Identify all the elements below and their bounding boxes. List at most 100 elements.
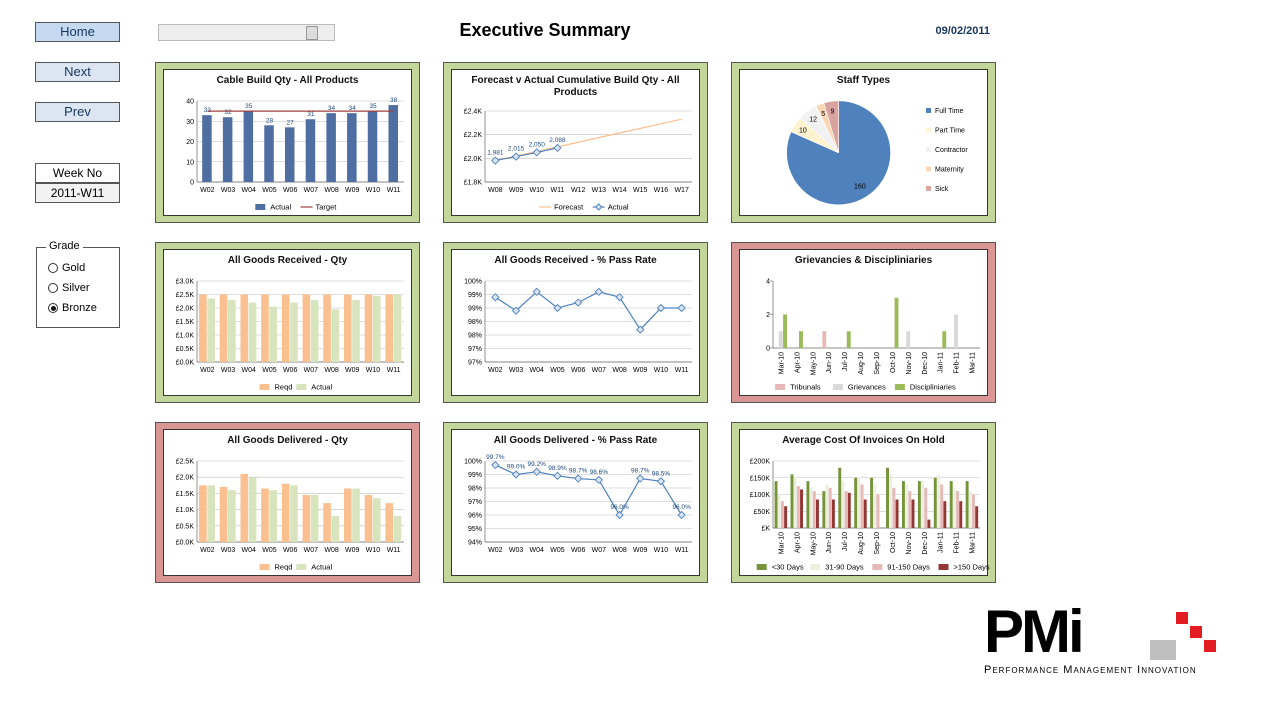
- bar: [968, 491, 972, 528]
- bar: [908, 491, 912, 528]
- legend-swatch: [926, 186, 931, 191]
- bar: [310, 299, 319, 362]
- bar: [323, 294, 331, 362]
- bar: [372, 498, 381, 542]
- marker: [553, 303, 562, 313]
- bar: [347, 113, 357, 182]
- y-tick-label: £1.0K: [176, 507, 195, 514]
- x-tick-label: W11: [387, 187, 401, 194]
- x-tick-label: Oct-10: [890, 352, 897, 373]
- x-tick-label: W02: [200, 367, 215, 374]
- x-tick-label: W10: [366, 547, 381, 554]
- data-label: 99.0%: [507, 464, 526, 471]
- y-tick-label: 97%: [468, 360, 482, 367]
- bar: [796, 486, 800, 528]
- marker: [656, 477, 666, 486]
- x-tick-label: Mar-11: [970, 352, 977, 374]
- legend-swatch: [926, 108, 931, 113]
- bar: [831, 499, 835, 528]
- x-tick-label: W17: [674, 187, 689, 194]
- data-label: 98.6%: [590, 469, 609, 476]
- y-tick-label: 97%: [468, 346, 482, 353]
- bar: [825, 484, 829, 528]
- marker: [636, 474, 645, 483]
- bar: [326, 113, 336, 182]
- data-label: 9: [831, 109, 835, 116]
- grade-option[interactable]: Silver: [48, 282, 90, 294]
- legend-label: Discipliniaries: [910, 383, 956, 392]
- chart-area: [451, 429, 700, 576]
- marker: [532, 287, 541, 296]
- y-tick-label: £0.5K: [176, 523, 195, 530]
- y-tick-label: £50K: [754, 509, 771, 516]
- x-tick-label: Apr-10: [794, 352, 801, 373]
- bar: [927, 519, 931, 528]
- grade-option[interactable]: Bronze: [48, 302, 97, 314]
- prev-button[interactable]: Prev: [35, 102, 120, 122]
- option-label: Gold: [62, 262, 86, 274]
- x-tick-label: Mar-11: [970, 532, 977, 554]
- marker: [532, 467, 541, 476]
- y-tick-label: £1.5K: [176, 491, 195, 498]
- bar: [809, 487, 813, 528]
- bar: [343, 488, 352, 542]
- bar: [972, 494, 975, 528]
- legend-label: Forecast: [554, 203, 584, 212]
- y-tick-label: 40: [186, 99, 194, 106]
- bar: [240, 473, 249, 542]
- week-label: Week No: [35, 163, 120, 183]
- x-tick-label: W10: [654, 547, 669, 554]
- legend-label: Actual: [608, 203, 629, 212]
- bar: [243, 111, 254, 182]
- y-tick-label: £2.5K: [176, 459, 195, 466]
- x-tick-label: W09: [633, 547, 648, 554]
- legend-label: Grievances: [848, 383, 886, 392]
- data-label: 31: [307, 111, 315, 118]
- line: [495, 147, 558, 162]
- y-tick-label: £100K: [750, 492, 771, 499]
- grade-option[interactable]: Gold: [48, 262, 85, 274]
- scrollbar[interactable]: [158, 24, 335, 41]
- marker: [677, 303, 686, 313]
- logo-square: [1190, 626, 1202, 638]
- y-tick-label: £3.0K: [176, 279, 195, 286]
- option-label: Bronze: [62, 302, 97, 314]
- legend-label: Sick: [935, 186, 949, 193]
- x-tick-label: Apr-10: [794, 532, 801, 553]
- bar: [199, 294, 207, 362]
- bar: [302, 294, 311, 362]
- marker: [511, 306, 521, 315]
- data-label: 10: [799, 128, 807, 135]
- bar: [284, 127, 295, 182]
- bar: [385, 503, 393, 542]
- week-value[interactable]: 2011-W11: [35, 183, 120, 203]
- home-button[interactable]: Home: [35, 22, 120, 42]
- x-tick-label: W10: [366, 367, 381, 374]
- bar: [774, 481, 778, 528]
- chart-title: Average Cost Of Invoices On Hold: [782, 435, 945, 446]
- scroll-thumb[interactable]: [306, 26, 318, 40]
- y-tick-label: 94%: [468, 540, 482, 547]
- bar: [806, 481, 810, 528]
- y-tick-label: £0.5K: [176, 346, 195, 353]
- bar: [219, 486, 228, 542]
- bar: [975, 506, 979, 528]
- legend-swatch: [296, 384, 307, 390]
- x-tick-label: Mar-10: [778, 352, 785, 374]
- next-button[interactable]: Next: [35, 62, 120, 82]
- marker: [574, 474, 583, 483]
- line: [495, 291, 682, 331]
- data-label: 96.0%: [610, 504, 629, 511]
- x-tick-label: W08: [324, 367, 339, 374]
- y-tick-label: 2: [766, 312, 770, 319]
- x-tick-label: Mar-10: [778, 532, 785, 554]
- y-tick-label: 0: [190, 180, 194, 187]
- legend-label: 31-90 Days: [825, 563, 864, 572]
- legend-label: Actual: [270, 203, 291, 212]
- y-tick-label: 99%: [468, 472, 482, 479]
- chart-title: All Goods Received - Qty: [227, 255, 348, 266]
- x-tick-label: W05: [262, 547, 277, 554]
- bar: [933, 477, 937, 528]
- bar: [367, 111, 378, 182]
- x-tick-label: May-10: [810, 532, 817, 555]
